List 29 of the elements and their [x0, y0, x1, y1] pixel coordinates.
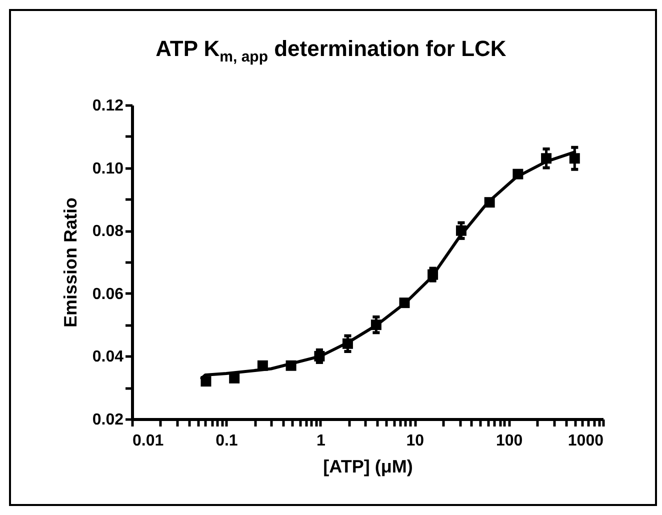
point: [484, 197, 495, 208]
point: [428, 269, 438, 280]
chart-title: ATP K$_{m, app}$ determination for LCK: [154, 36, 508, 66]
point: [257, 360, 268, 371]
y-tick-label: 0.02: [92, 412, 124, 428]
x-axis-title: [ATP] (μM): [323, 456, 413, 476]
x-tick-label: 100: [496, 432, 523, 450]
y-axis-title: Emission Ratio: [60, 197, 80, 328]
x-tick-label: 1000: [568, 432, 604, 450]
point: [569, 153, 580, 164]
point: [456, 225, 466, 236]
point: [370, 320, 382, 330]
y-tick-label: 0.04: [92, 348, 124, 366]
y-tick-label: 0.08: [92, 223, 124, 240]
point: [399, 298, 410, 308]
point: [314, 350, 325, 362]
x-tick-label: 1: [316, 432, 326, 450]
point: [512, 168, 524, 180]
x-tick-label: 10: [406, 432, 424, 450]
point: [342, 338, 353, 349]
point: [286, 360, 296, 371]
y-tick-label: 0.06: [92, 286, 124, 303]
point: [541, 153, 552, 164]
y-tick-label: 0.10: [92, 160, 124, 178]
point: [200, 376, 212, 387]
y-tick-label: 0.12: [92, 98, 124, 114]
x-tick-label: 0.01: [132, 432, 164, 450]
x-tick-label: 0.1: [216, 432, 238, 450]
point: [229, 372, 240, 384]
